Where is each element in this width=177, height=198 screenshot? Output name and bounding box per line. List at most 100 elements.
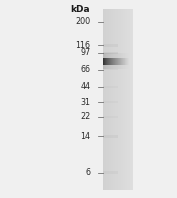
Bar: [122, 58, 123, 65]
Bar: [116, 58, 117, 65]
Bar: [118, 58, 119, 65]
Bar: [116, 9, 117, 190]
Bar: [110, 58, 111, 65]
Bar: [107, 9, 108, 190]
Bar: [127, 53, 128, 69]
Bar: [105, 9, 106, 190]
Bar: [126, 58, 127, 65]
Bar: [119, 53, 120, 69]
Bar: [104, 53, 105, 69]
Bar: [121, 53, 122, 69]
Bar: [119, 58, 120, 65]
Bar: [124, 58, 125, 65]
Bar: [111, 53, 112, 69]
Bar: [103, 86, 118, 88]
Bar: [103, 101, 118, 103]
Bar: [126, 53, 127, 69]
Bar: [130, 9, 131, 190]
Bar: [125, 9, 126, 190]
Bar: [105, 58, 106, 65]
Bar: [108, 58, 109, 65]
Bar: [121, 9, 122, 190]
Bar: [118, 9, 119, 190]
Bar: [120, 9, 121, 190]
Bar: [111, 58, 112, 65]
Bar: [108, 53, 109, 69]
Bar: [114, 58, 115, 65]
Bar: [126, 9, 127, 190]
Bar: [122, 53, 123, 69]
Text: 116: 116: [75, 41, 90, 50]
Bar: [112, 58, 113, 65]
Bar: [117, 58, 118, 65]
Bar: [106, 9, 107, 190]
Bar: [127, 9, 128, 190]
Bar: [112, 53, 113, 69]
Bar: [103, 52, 118, 54]
Bar: [119, 9, 120, 190]
Bar: [103, 58, 104, 65]
Bar: [103, 44, 118, 47]
Bar: [104, 58, 105, 65]
Bar: [124, 9, 125, 190]
Bar: [125, 53, 126, 69]
Bar: [107, 58, 108, 65]
Text: 31: 31: [80, 97, 90, 107]
Bar: [103, 135, 118, 138]
Bar: [132, 9, 133, 190]
Bar: [103, 171, 118, 174]
Text: 200: 200: [75, 17, 90, 26]
Bar: [103, 9, 104, 190]
Bar: [108, 9, 109, 190]
Bar: [125, 58, 126, 65]
Bar: [123, 53, 124, 69]
Text: 66: 66: [80, 65, 90, 74]
Bar: [120, 53, 121, 69]
Bar: [131, 9, 132, 190]
Bar: [120, 58, 121, 65]
Text: 6: 6: [85, 168, 90, 177]
Bar: [115, 53, 116, 69]
Bar: [104, 9, 105, 190]
Bar: [110, 9, 111, 190]
Bar: [109, 9, 110, 190]
Bar: [103, 53, 104, 69]
Bar: [113, 9, 114, 190]
Bar: [123, 58, 124, 65]
Bar: [122, 9, 123, 190]
Bar: [129, 9, 130, 190]
Bar: [116, 53, 117, 69]
Bar: [123, 9, 124, 190]
Bar: [121, 58, 122, 65]
Bar: [107, 53, 108, 69]
Bar: [128, 9, 129, 190]
Bar: [114, 53, 115, 69]
Text: 22: 22: [80, 112, 90, 121]
Bar: [110, 53, 111, 69]
Bar: [113, 58, 114, 65]
Bar: [117, 9, 118, 190]
Bar: [103, 9, 133, 190]
Bar: [117, 53, 118, 69]
Bar: [124, 53, 125, 69]
Bar: [112, 9, 113, 190]
Bar: [109, 53, 110, 69]
Bar: [105, 53, 106, 69]
Bar: [106, 53, 107, 69]
Bar: [127, 58, 128, 65]
Bar: [103, 69, 118, 70]
Bar: [128, 53, 129, 69]
Bar: [118, 53, 119, 69]
Text: 14: 14: [80, 132, 90, 141]
Text: 44: 44: [80, 82, 90, 91]
Bar: [128, 58, 129, 65]
Text: 97: 97: [80, 49, 90, 57]
Bar: [113, 53, 114, 69]
Bar: [109, 58, 110, 65]
Text: kDa: kDa: [71, 5, 90, 14]
Bar: [115, 58, 116, 65]
Bar: [103, 116, 118, 118]
Bar: [106, 58, 107, 65]
Bar: [115, 9, 116, 190]
Bar: [114, 9, 115, 190]
